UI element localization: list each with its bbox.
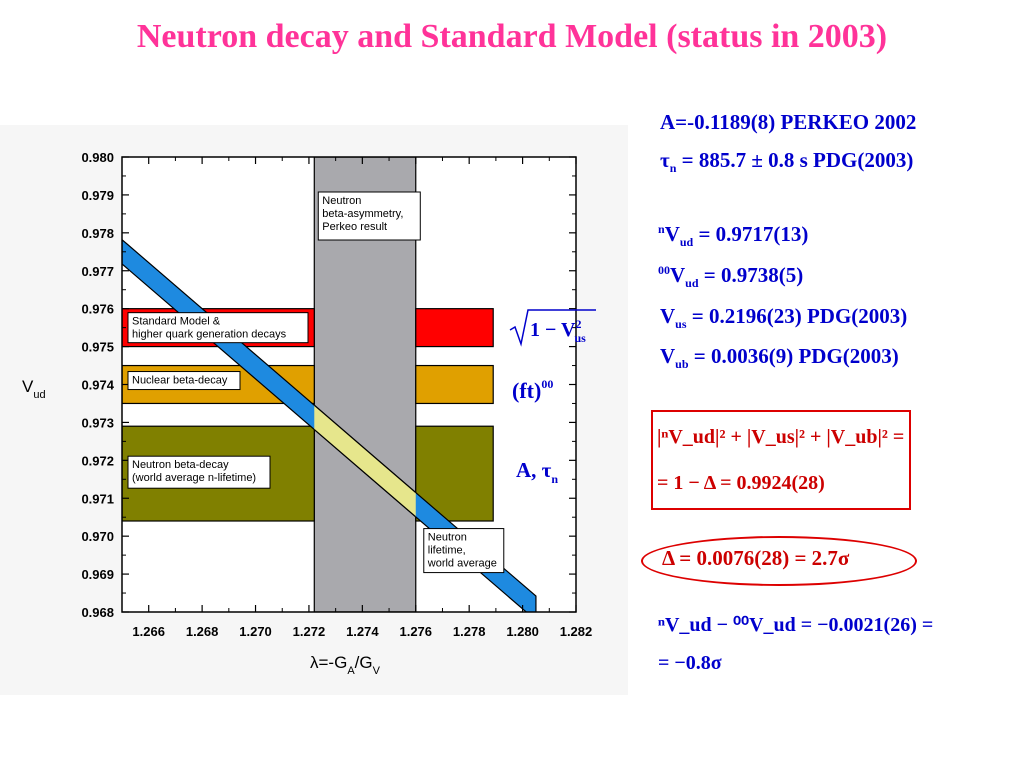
x-tick-label: 1.266 (132, 624, 165, 639)
band-label-neutron: A, τn (516, 458, 558, 486)
y-axis-label-sub: ud (33, 389, 45, 401)
x-tick-label: 1.280 (506, 624, 539, 639)
y-tick-label: 0.974 (81, 378, 114, 393)
eq-vus-value: = 0.2196(23) PDG(2003) (686, 304, 908, 328)
perkeo-label-box (317, 191, 421, 241)
eq-vus: Vus = 0.2196(23) PDG(2003) (660, 304, 907, 332)
y-tick-label: 0.977 (81, 264, 114, 279)
perkeo-label-text: Perkeo result (322, 221, 387, 233)
y-tick-label: 0.971 (81, 491, 114, 506)
nuclear-beta-label-text: Nuclear beta-decay (132, 375, 228, 387)
eq-delta: Δ = 0.0076(28) = 2.7σ (662, 546, 850, 570)
y-tick-label: 0.980 (81, 150, 114, 165)
eq-tau-subscript: n (669, 161, 677, 176)
eq-tau: τn = 885.7 ± 0.8 s PDG(2003) (660, 148, 913, 176)
lifetime-label-box (423, 528, 505, 574)
eq-tau-symbol: τ (660, 148, 670, 172)
eq-vud-n-sup: n (658, 222, 665, 236)
delta-ellipse (641, 536, 917, 586)
lifetime-label-text: lifetime, (428, 545, 466, 557)
eq-unitarity-line2: = 1 − Δ = 0.9924(28) (657, 472, 825, 494)
eq-diff-line2: = −0.8σ (658, 652, 722, 674)
unitarity-box (651, 410, 911, 510)
overlap-layer (314, 404, 416, 518)
neutron-beta-label-box (127, 455, 271, 489)
y-tick-label: 0.979 (81, 188, 114, 203)
x-tick-label: 1.270 (239, 624, 272, 639)
eq-vus-sub: us (675, 317, 687, 332)
eq-vud-n-sub: ud (679, 235, 694, 250)
x-tick-label: 1.276 (399, 624, 432, 639)
neutron-beta-label-text: Neutron beta-decay (132, 459, 229, 471)
y-tick-label: 0.970 (81, 529, 114, 544)
nuclear-beta-label-box (127, 371, 241, 391)
standard-model-label-text: higher quark generation decays (132, 329, 287, 341)
eq-vub-value: = 0.0036(9) PDG(2003) (688, 344, 899, 368)
lifetime-label-text: world average (427, 558, 497, 570)
lifetime-label-text: Neutron (428, 532, 467, 544)
band-label-sup: 2 (575, 317, 581, 331)
y-tick-label: 0.969 (81, 567, 114, 582)
eq-vub-sub: ub (675, 357, 689, 372)
x-tick-label: 1.274 (346, 624, 379, 639)
eq-vub-symbol: V (660, 344, 676, 368)
x-axis-label-part: λ=-G (310, 653, 347, 672)
eq-vud-00-symbol: V (670, 263, 686, 287)
lifetime-perkeo-overlap (314, 404, 416, 518)
band-label-standard-model: 1 − V2 us (530, 317, 586, 345)
x-tick-label: 1.268 (186, 624, 219, 639)
eq-unitarity-line1: |ⁿV_ud|² + |V_us|² + |V_ub|² = (657, 426, 905, 448)
eq-vud-00-sub: ud (685, 276, 699, 291)
eq-vud-n-value: = 0.9717(13) (693, 222, 809, 246)
standard-model-band-right (415, 308, 494, 348)
eq-vud-00: 00Vud = 0.9738(5) (658, 263, 803, 291)
nuclear-beta-decay-band-right (415, 364, 494, 405)
x-axis-label: λ=-GA/GV (310, 653, 381, 677)
x-axis-label-part: /G (355, 653, 373, 672)
eq-diff-line1: ⁿV_ud − ⁰⁰V_ud = −0.0021(26) = (658, 614, 934, 636)
x-axis-label-part: A (347, 665, 355, 677)
neutron-beta-decay-band-right (415, 425, 494, 522)
y-tick-label: 0.968 (81, 605, 114, 620)
band-label-sup: 00 (541, 377, 553, 391)
band-label-sub: us (574, 331, 586, 345)
y-tick-label: 0.978 (81, 226, 114, 241)
y-tick-label: 0.976 (81, 302, 114, 317)
band-label-sub: n (551, 472, 558, 486)
eq-vud-00-value: = 0.9738(5) (698, 263, 804, 287)
page-title: Neutron decay and Standard Model (status… (136, 18, 888, 55)
x-tick-label: 1.282 (560, 624, 593, 639)
perkeo-label-text: beta-asymmetry, (322, 208, 403, 220)
eq-vus-symbol: V (660, 304, 676, 328)
perkeo-label-text: Neutron (322, 195, 361, 207)
x-tick-label: 1.272 (293, 624, 326, 639)
eq-vud-n: nVud = 0.9717(13) (658, 222, 808, 250)
eq-vud-00-sup: 00 (658, 263, 670, 277)
y-tick-label: 0.975 (81, 340, 114, 355)
eq-tau-value: = 885.7 ± 0.8 s PDG(2003) (676, 148, 914, 172)
eq-asymmetry: A=-0.1189(8) PERKEO 2002 (660, 110, 917, 134)
sqrt-sign (509, 309, 596, 347)
standard-model-label-text: Standard Model & (132, 316, 221, 328)
x-axis-label-part: V (373, 665, 381, 677)
standard-model-label-box (127, 312, 309, 344)
eq-vub: Vub = 0.0036(9) PDG(2003) (660, 344, 899, 372)
x-tick-label: 1.278 (453, 624, 486, 639)
eq-vud-n-symbol: V (664, 222, 680, 246)
neutron-beta-label-text: (world average n-lifetime) (132, 472, 256, 484)
y-tick-label: 0.972 (81, 453, 114, 468)
y-tick-label: 0.973 (81, 415, 114, 430)
